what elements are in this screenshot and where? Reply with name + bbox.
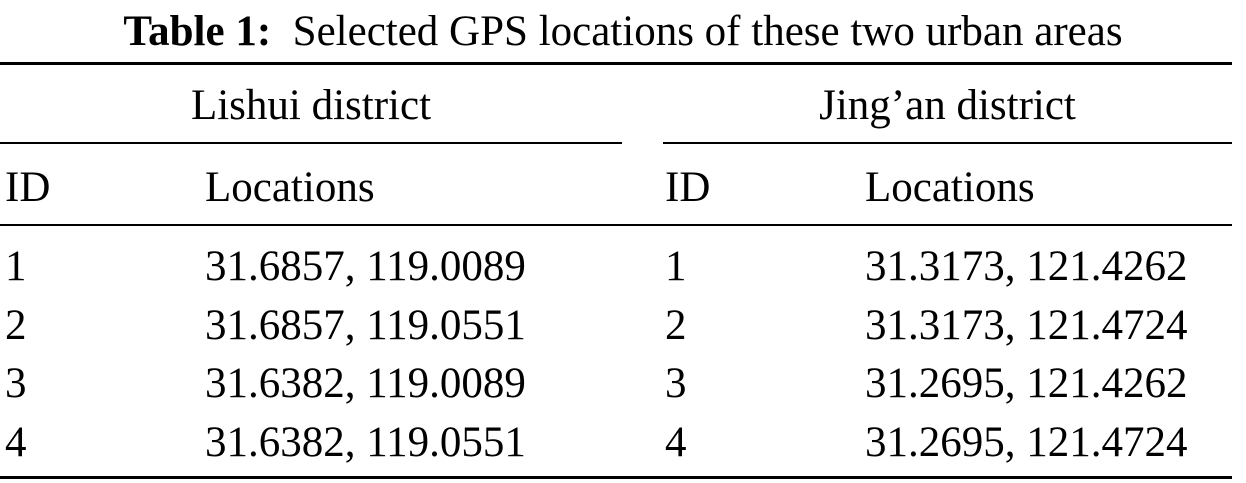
bottom-rule: [0, 476, 1232, 479]
cell-id: 4: [5, 418, 27, 466]
cell-location: 31.3173, 121.4724: [865, 301, 1188, 349]
cell-id: 3: [5, 360, 27, 407]
cell-location: 31.6857, 119.0089: [205, 243, 526, 290]
cell-id: 1: [665, 243, 687, 290]
cell-location: 31.6382, 119.0089: [205, 360, 526, 407]
table-caption: Table 1: Selected GPS locations of these…: [0, 10, 1246, 53]
caption-label: Table 1:: [123, 8, 272, 55]
cell-id: 1: [5, 243, 27, 290]
cell-location: 31.2695, 121.4262: [865, 360, 1188, 407]
cell-location: 31.6382, 119.0551: [205, 418, 526, 466]
cmidrule-jingan: [663, 142, 1232, 144]
col-header-locations: Locations: [205, 164, 375, 211]
cell-id: 2: [5, 301, 27, 349]
group-header-lishui: Lishui district: [190, 82, 432, 129]
caption-text: Selected GPS locations of these two urba…: [292, 8, 1123, 55]
cell-id: 2: [665, 301, 687, 349]
col-header-id: ID: [665, 164, 711, 211]
cell-id: 4: [665, 418, 687, 466]
header-rule: [0, 224, 1232, 226]
cell-location: 31.3173, 121.4262: [865, 243, 1188, 290]
col-header-id: ID: [5, 164, 51, 211]
cmidrule-lishui: [0, 142, 622, 144]
cell-id: 3: [665, 360, 687, 407]
group-header-jingan: Jing’an district: [819, 82, 1076, 129]
col-header-locations: Locations: [865, 164, 1035, 211]
top-rule: [0, 62, 1232, 65]
cell-location: 31.2695, 121.4724: [865, 418, 1188, 466]
cell-location: 31.6857, 119.0551: [205, 301, 526, 349]
